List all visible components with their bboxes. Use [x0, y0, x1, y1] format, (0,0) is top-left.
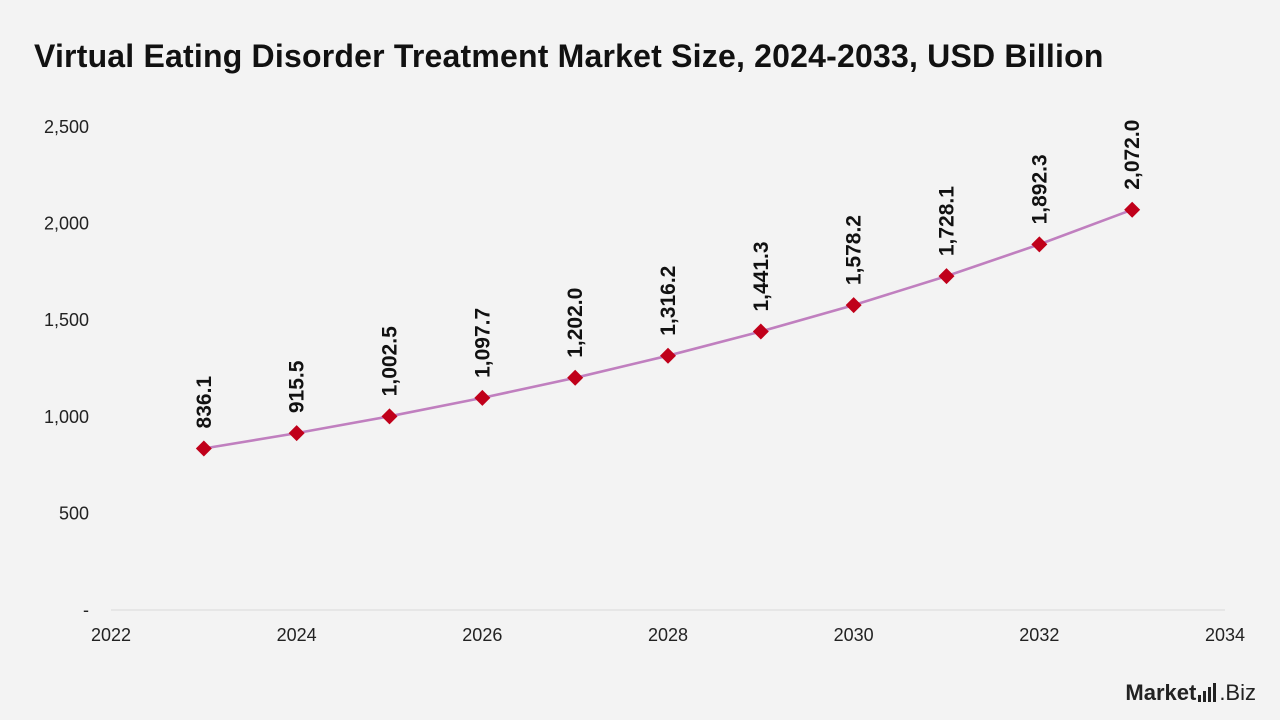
data-point-marker	[938, 268, 955, 285]
data-label: 2,072.0	[1121, 120, 1144, 190]
data-label: 1,578.2	[843, 215, 866, 285]
bars-icon	[1198, 683, 1217, 702]
data-point-marker	[288, 425, 305, 442]
x-tick-label: 2034	[1205, 625, 1245, 645]
data-label: 1,441.3	[750, 241, 773, 311]
data-point-marker	[1124, 201, 1141, 218]
y-tick-label: -	[83, 600, 89, 620]
data-label: 1,728.1	[936, 186, 959, 256]
x-tick-label: 2026	[462, 625, 502, 645]
data-label: 1,892.3	[1028, 154, 1051, 224]
y-tick-label: 500	[59, 503, 89, 523]
data-label: 1,316.2	[657, 266, 680, 336]
y-tick-label: 2,000	[44, 214, 89, 234]
data-point-marker	[381, 408, 398, 425]
x-tick-label: 2032	[1019, 625, 1059, 645]
data-point-marker	[845, 297, 862, 314]
data-label: 1,097.7	[471, 308, 494, 378]
y-tick-label: 1,000	[44, 407, 89, 427]
data-point-marker	[567, 369, 584, 386]
x-tick-label: 2030	[834, 625, 874, 645]
data-labels: 836.1 915.5 1,002.5 1,097.7 1,202.0 1,316.2 1,…	[193, 120, 1144, 429]
x-tick-label: 2028	[648, 625, 688, 645]
data-label: 915.5	[286, 360, 309, 413]
markers	[195, 201, 1141, 457]
x-axis-ticks: 2022 2024 2026 2028 2030 2032 2034	[91, 625, 1245, 645]
data-label: 836.1	[193, 376, 216, 429]
data-point-marker	[474, 389, 491, 406]
y-axis-ticks: - 500 1,000 1,500 2,000 2,500	[44, 117, 89, 620]
data-point-marker	[660, 347, 676, 364]
data-point-marker	[1031, 236, 1048, 253]
x-tick-label: 2022	[91, 625, 131, 645]
y-tick-label: 1,500	[44, 310, 89, 330]
data-label: 1,202.0	[564, 288, 587, 358]
data-label: 1,002.5	[379, 326, 402, 396]
data-point-marker	[752, 323, 769, 340]
chart-title: Virtual Eating Disorder Treatment Market…	[34, 38, 1104, 74]
y-tick-label: 2,500	[44, 117, 89, 137]
brand-logo: Mark et .Biz	[1125, 680, 1256, 705]
data-point-marker	[195, 440, 212, 457]
x-tick-label: 2024	[277, 625, 317, 645]
